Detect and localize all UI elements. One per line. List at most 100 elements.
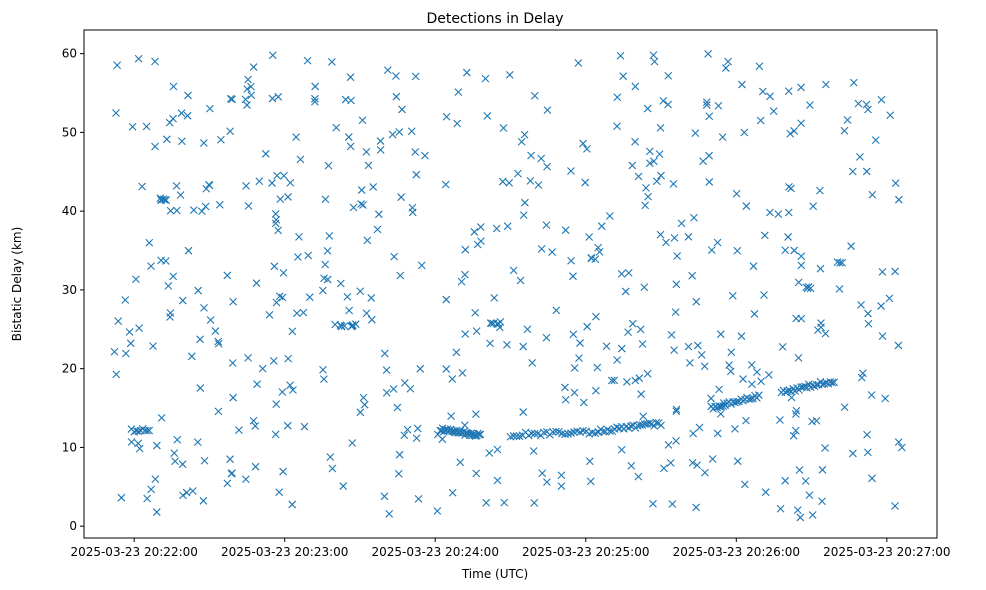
detection-marker bbox=[296, 155, 305, 164]
detection-marker bbox=[587, 254, 596, 263]
detection-marker bbox=[530, 429, 539, 438]
detection-marker bbox=[878, 268, 887, 276]
detection-marker bbox=[796, 513, 805, 522]
detection-marker bbox=[332, 123, 341, 132]
detection-marker bbox=[605, 212, 614, 220]
detection-marker bbox=[179, 491, 187, 500]
detection-marker bbox=[673, 252, 682, 260]
detection-marker bbox=[490, 293, 499, 302]
detection-marker bbox=[169, 114, 177, 123]
detection-marker bbox=[433, 507, 442, 515]
detection-marker bbox=[732, 189, 741, 198]
detection-marker bbox=[134, 54, 143, 63]
detection-marker bbox=[724, 57, 732, 66]
detection-marker bbox=[897, 443, 906, 452]
detection-marker bbox=[628, 161, 637, 170]
detection-marker bbox=[657, 171, 665, 180]
detection-marker bbox=[453, 119, 462, 128]
detection-marker bbox=[527, 429, 536, 438]
detection-marker bbox=[268, 94, 277, 103]
detection-marker bbox=[894, 438, 903, 447]
detection-marker bbox=[110, 347, 119, 356]
detection-marker bbox=[247, 82, 255, 91]
detection-marker bbox=[636, 421, 645, 429]
detection-marker bbox=[416, 364, 425, 373]
detection-marker bbox=[517, 137, 526, 146]
x-tick-label: 2025-03-23 20:22:00 bbox=[70, 545, 197, 559]
detection-marker bbox=[797, 261, 806, 270]
detection-marker bbox=[320, 274, 328, 283]
detection-marker bbox=[863, 430, 871, 439]
plot-frame bbox=[83, 29, 938, 539]
detection-marker bbox=[574, 59, 583, 67]
detection-marker bbox=[631, 137, 639, 146]
detection-marker bbox=[857, 300, 865, 309]
detection-marker bbox=[348, 439, 357, 447]
detection-marker bbox=[441, 180, 450, 189]
detection-marker bbox=[304, 251, 313, 260]
detection-marker bbox=[794, 278, 803, 287]
detection-marker bbox=[201, 202, 210, 211]
detection-marker bbox=[305, 293, 314, 302]
detection-marker bbox=[804, 283, 813, 291]
detection-marker bbox=[564, 429, 572, 438]
detection-marker bbox=[561, 226, 570, 235]
x-tick-label: 2025-03-23 20:27:00 bbox=[823, 545, 950, 559]
detection-marker bbox=[891, 179, 900, 187]
detection-marker bbox=[808, 417, 816, 426]
detection-marker bbox=[738, 80, 746, 89]
detection-marker bbox=[357, 200, 365, 208]
detection-marker bbox=[395, 128, 404, 136]
detection-marker bbox=[750, 310, 759, 318]
detection-marker bbox=[223, 479, 232, 488]
detection-marker bbox=[346, 142, 355, 151]
detection-marker bbox=[576, 339, 584, 347]
detection-marker bbox=[460, 270, 469, 279]
detection-marker bbox=[215, 200, 224, 209]
detection-marker bbox=[113, 61, 122, 70]
detection-marker bbox=[505, 179, 514, 187]
detection-marker bbox=[530, 91, 539, 100]
detection-marker bbox=[561, 383, 569, 392]
detection-marker bbox=[756, 116, 765, 125]
detection-marker bbox=[567, 167, 575, 175]
detection-marker bbox=[458, 369, 467, 377]
detection-marker bbox=[253, 380, 261, 389]
detection-marker bbox=[760, 291, 768, 299]
detection-marker bbox=[268, 179, 276, 187]
detection-marker bbox=[477, 237, 485, 246]
detection-marker bbox=[649, 51, 658, 59]
detection-marker bbox=[792, 314, 801, 323]
detection-marker bbox=[708, 455, 717, 463]
detection-marker bbox=[557, 471, 566, 480]
detection-marker bbox=[152, 508, 161, 516]
x-tick-label: 2025-03-23 20:24:00 bbox=[372, 545, 499, 559]
detection-marker bbox=[170, 449, 179, 458]
detection-marker bbox=[781, 476, 790, 485]
detection-marker bbox=[655, 150, 664, 158]
detection-marker bbox=[570, 364, 579, 372]
detection-marker bbox=[311, 94, 319, 103]
detection-marker bbox=[561, 430, 569, 439]
detection-marker bbox=[472, 469, 481, 478]
detection-marker bbox=[641, 201, 650, 210]
detection-marker bbox=[356, 408, 365, 417]
detection-marker bbox=[747, 360, 756, 369]
detection-marker bbox=[482, 498, 491, 507]
detection-marker bbox=[343, 292, 352, 301]
detection-marker bbox=[591, 386, 600, 395]
detection-marker bbox=[891, 502, 899, 510]
detection-marker bbox=[223, 271, 232, 280]
detection-marker bbox=[414, 494, 423, 503]
detection-marker bbox=[514, 169, 522, 178]
detection-marker bbox=[460, 421, 469, 430]
detection-marker bbox=[649, 157, 658, 166]
detection-marker bbox=[135, 444, 144, 453]
data-points bbox=[110, 49, 906, 522]
detection-marker bbox=[787, 184, 795, 193]
detection-marker bbox=[461, 245, 470, 254]
detection-marker bbox=[500, 498, 509, 507]
detection-marker bbox=[649, 499, 657, 508]
detection-marker bbox=[383, 66, 392, 75]
detection-marker bbox=[581, 178, 590, 187]
